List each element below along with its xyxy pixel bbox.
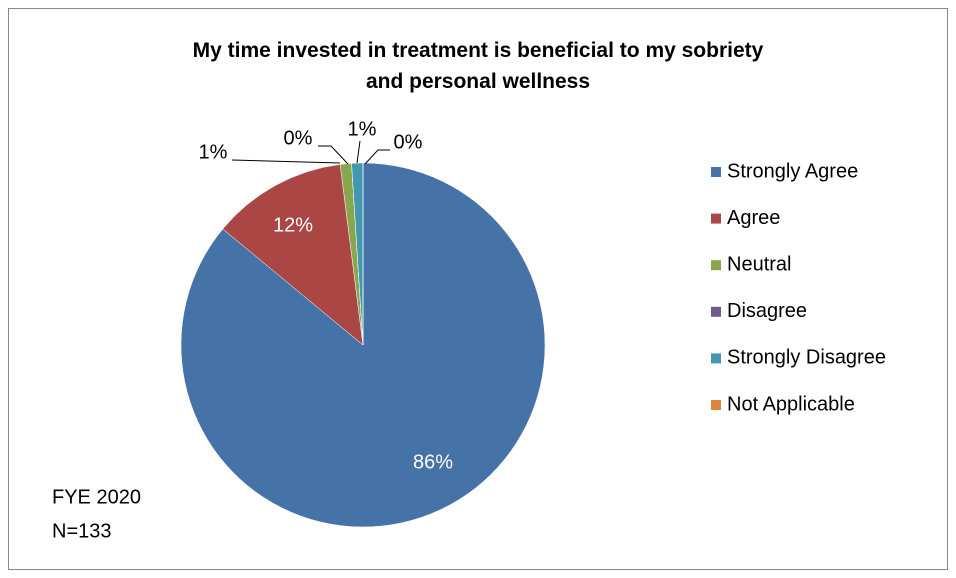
legend-label: Disagree (727, 300, 807, 322)
data-label: 0% (284, 127, 313, 149)
leader-line (364, 149, 390, 165)
title-box: My time invested in treatment is benefic… (0, 35, 956, 97)
data-label: 86% (413, 451, 453, 473)
legend-swatch (711, 400, 721, 410)
annotation: FYE 2020 (52, 486, 141, 508)
data-label: 0% (394, 131, 423, 153)
leader-line (231, 159, 341, 164)
legend-swatch (711, 167, 721, 177)
legend-label: Neutral (727, 253, 791, 275)
legend-swatch (711, 213, 721, 224)
data-label: 12% (273, 214, 313, 236)
legend-swatch (711, 353, 721, 364)
legend-swatch (711, 306, 721, 317)
data-label: 1% (199, 141, 228, 163)
pie-slice (222, 164, 364, 346)
leader-line (356, 140, 361, 164)
data-label: 1% (348, 118, 377, 140)
legend-label: Agree (727, 207, 780, 229)
legend-label: Strongly Agree (727, 160, 858, 182)
legend-label: Strongly Disagree (727, 347, 886, 369)
chart-title: My time invested in treatment is benefic… (192, 39, 764, 93)
legend-label: Not Applicable (727, 393, 855, 415)
legend-swatch (711, 260, 721, 271)
annotation: N=133 (52, 520, 112, 542)
leader-line (318, 145, 349, 165)
